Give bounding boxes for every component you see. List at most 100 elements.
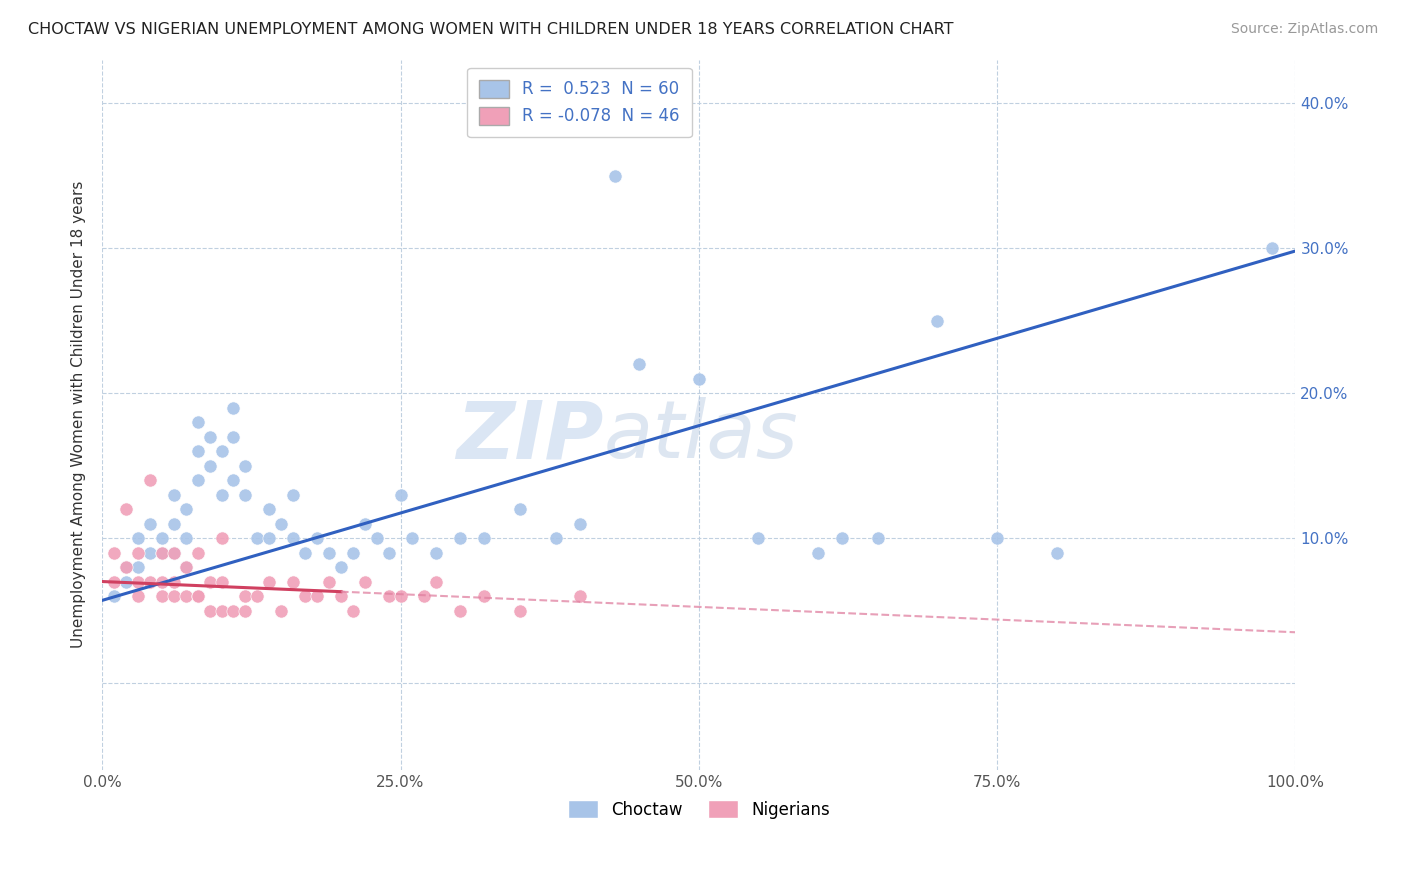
Point	[389, 487, 412, 501]
Point	[115, 560, 138, 574]
Point	[389, 589, 412, 603]
Text: CHOCTAW VS NIGERIAN UNEMPLOYMENT AMONG WOMEN WITH CHILDREN UNDER 18 YEARS CORREL: CHOCTAW VS NIGERIAN UNEMPLOYMENT AMONG W…	[28, 22, 953, 37]
Point	[294, 589, 316, 603]
Point	[425, 574, 447, 589]
Point	[259, 531, 281, 545]
Point	[163, 545, 186, 559]
Point	[1046, 545, 1069, 559]
Point	[174, 502, 197, 516]
Point	[270, 516, 292, 531]
Point	[103, 574, 125, 589]
Point	[305, 531, 328, 545]
Point	[235, 458, 257, 473]
Point	[353, 574, 375, 589]
Point	[235, 589, 257, 603]
Point	[150, 531, 173, 545]
Point	[115, 560, 138, 574]
Point	[198, 603, 221, 617]
Point	[281, 574, 304, 589]
Point	[163, 487, 186, 501]
Point	[449, 603, 471, 617]
Point	[127, 545, 149, 559]
Point	[222, 401, 245, 415]
Point	[377, 545, 399, 559]
Point	[472, 531, 495, 545]
Point	[115, 502, 138, 516]
Point	[353, 516, 375, 531]
Point	[198, 429, 221, 443]
Point	[246, 589, 269, 603]
Point	[235, 603, 257, 617]
Point	[986, 531, 1008, 545]
Point	[127, 574, 149, 589]
Point	[198, 458, 221, 473]
Point	[163, 516, 186, 531]
Point	[281, 531, 304, 545]
Point	[139, 516, 162, 531]
Point	[139, 473, 162, 487]
Point	[509, 502, 531, 516]
Point	[544, 531, 567, 545]
Point	[329, 589, 352, 603]
Point	[187, 545, 209, 559]
Point	[831, 531, 853, 545]
Point	[927, 313, 949, 327]
Point	[127, 531, 149, 545]
Point	[103, 589, 125, 603]
Point	[449, 531, 471, 545]
Point	[222, 429, 245, 443]
Point	[329, 560, 352, 574]
Point	[377, 589, 399, 603]
Point	[807, 545, 830, 559]
Point	[305, 589, 328, 603]
Point	[366, 531, 388, 545]
Point	[270, 603, 292, 617]
Point	[747, 531, 769, 545]
Text: Source: ZipAtlas.com: Source: ZipAtlas.com	[1230, 22, 1378, 37]
Point	[163, 545, 186, 559]
Point	[198, 574, 221, 589]
Point	[568, 516, 591, 531]
Point	[222, 603, 245, 617]
Point	[425, 545, 447, 559]
Point	[139, 545, 162, 559]
Point	[187, 415, 209, 429]
Legend: Choctaw, Nigerians: Choctaw, Nigerians	[561, 794, 837, 826]
Point	[139, 574, 162, 589]
Point	[174, 531, 197, 545]
Point	[211, 487, 233, 501]
Point	[150, 545, 173, 559]
Point	[688, 371, 710, 385]
Point	[127, 560, 149, 574]
Point	[259, 502, 281, 516]
Y-axis label: Unemployment Among Women with Children Under 18 years: Unemployment Among Women with Children U…	[72, 181, 86, 648]
Point	[150, 589, 173, 603]
Point	[163, 574, 186, 589]
Point	[605, 169, 627, 183]
Point	[174, 560, 197, 574]
Point	[103, 545, 125, 559]
Point	[401, 531, 423, 545]
Point	[211, 444, 233, 458]
Point	[211, 531, 233, 545]
Point	[866, 531, 889, 545]
Point	[1260, 241, 1282, 255]
Point	[222, 473, 245, 487]
Point	[163, 589, 186, 603]
Point	[413, 589, 436, 603]
Point	[115, 574, 138, 589]
Text: ZIP: ZIP	[456, 397, 603, 475]
Point	[187, 444, 209, 458]
Point	[211, 603, 233, 617]
Point	[127, 589, 149, 603]
Point	[294, 545, 316, 559]
Point	[211, 574, 233, 589]
Point	[342, 545, 364, 559]
Point	[318, 545, 340, 559]
Point	[187, 473, 209, 487]
Point	[150, 574, 173, 589]
Point	[342, 603, 364, 617]
Point	[628, 357, 651, 371]
Point	[235, 487, 257, 501]
Text: atlas: atlas	[603, 397, 799, 475]
